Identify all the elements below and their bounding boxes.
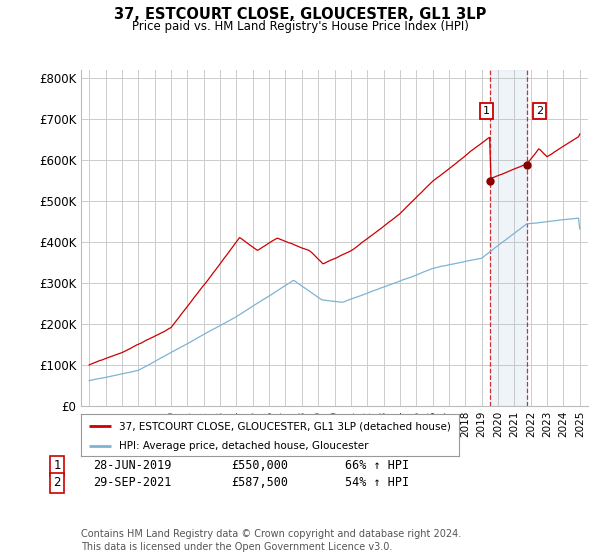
Text: 28-JUN-2019: 28-JUN-2019 [93, 459, 172, 473]
Text: 1: 1 [483, 106, 490, 116]
Text: 37, ESTCOURT CLOSE, GLOUCESTER, GL1 3LP (detached house): 37, ESTCOURT CLOSE, GLOUCESTER, GL1 3LP … [119, 421, 451, 431]
Bar [490, 70, 527, 406]
Text: HPI: Average price, detached house, Gloucester: HPI: Average price, detached house, Glou… [119, 441, 368, 451]
Text: £587,500: £587,500 [231, 476, 288, 489]
Text: £550,000: £550,000 [231, 459, 288, 473]
Text: 1: 1 [53, 459, 61, 473]
Text: 2: 2 [536, 106, 544, 116]
Text: 2: 2 [53, 476, 61, 489]
Text: Price paid vs. HM Land Registry's House Price Index (HPI): Price paid vs. HM Land Registry's House … [131, 20, 469, 33]
Text: 29-SEP-2021: 29-SEP-2021 [93, 476, 172, 489]
Text: 66% ↑ HPI: 66% ↑ HPI [345, 459, 409, 473]
Text: Contains HM Land Registry data © Crown copyright and database right 2024.
This d: Contains HM Land Registry data © Crown c… [81, 529, 461, 552]
Text: 37, ESTCOURT CLOSE, GLOUCESTER, GL1 3LP: 37, ESTCOURT CLOSE, GLOUCESTER, GL1 3LP [114, 7, 486, 22]
Text: 54% ↑ HPI: 54% ↑ HPI [345, 476, 409, 489]
